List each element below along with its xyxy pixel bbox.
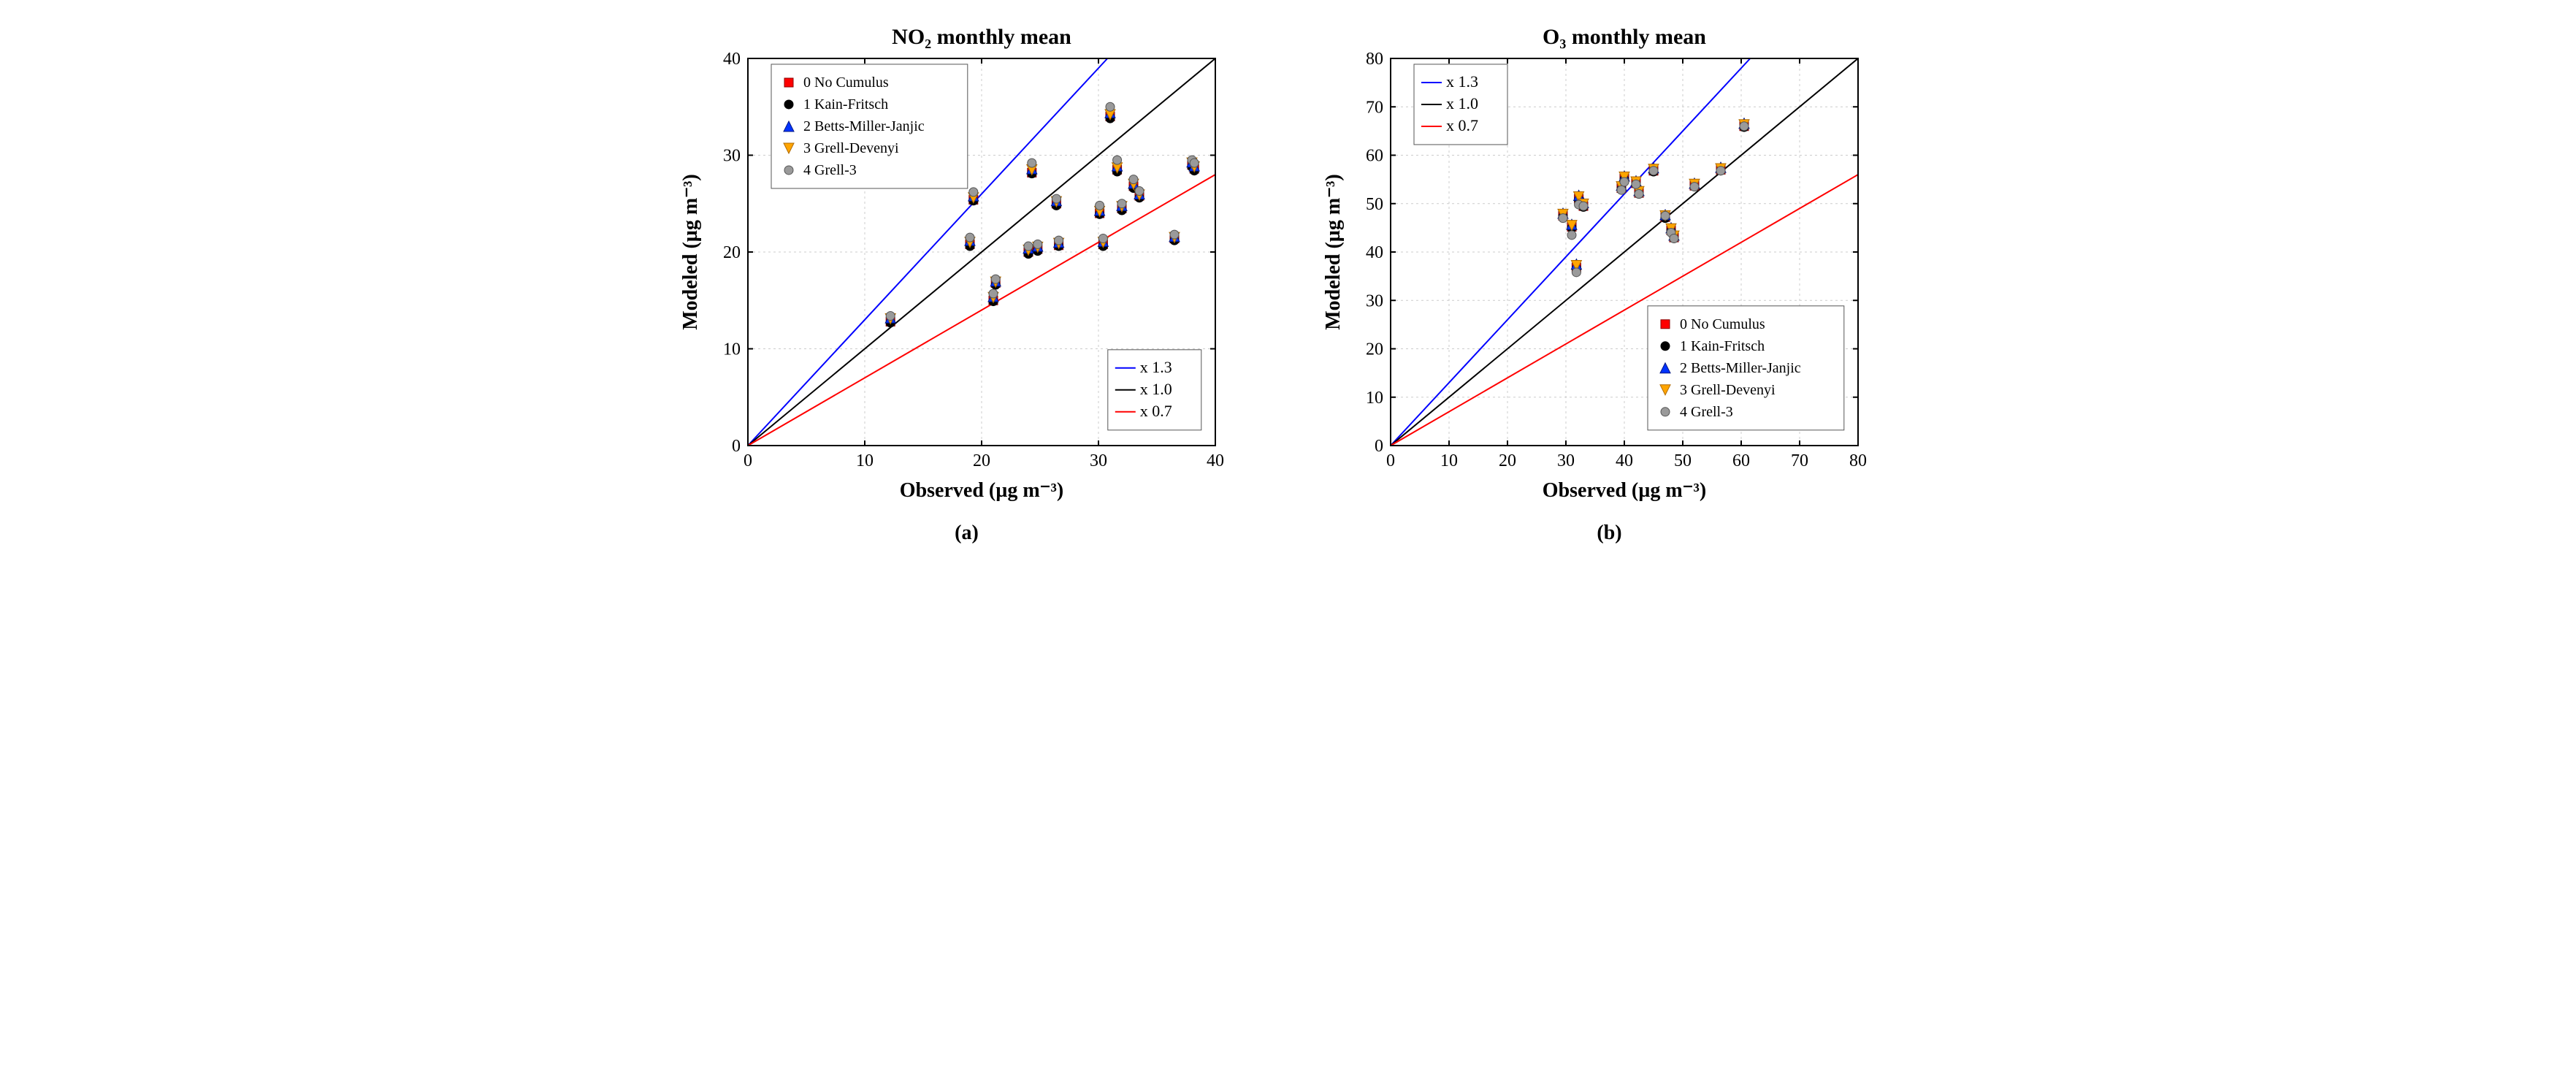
legend-marker [1661,342,1670,351]
x-tick-label: 0 [1386,451,1395,470]
data-point [968,188,977,196]
legend-label: 2 Betts-Miller-Janjic [803,118,925,134]
data-point [1098,234,1107,243]
data-point [1129,175,1138,184]
legend-marker [784,78,793,87]
data-point [1579,202,1588,210]
data-point [1690,183,1699,191]
panel-b: 0 10 20 30 40 50 60 70 80 0 10 20 30 40 50 60 70 80 O₃ mon… [1310,15,1909,545]
legend-label: 4 Grell-3 [1680,404,1733,420]
data-point [1054,236,1063,245]
legend-marker [784,166,793,175]
legend-label: x 1.0 [1446,94,1478,112]
sublabel-a: (a) [955,522,979,545]
data-point [1117,199,1126,208]
x-tick-label: 70 [1791,451,1808,470]
x-axis-label: Observed (µg m⁻³) [1542,479,1705,502]
data-point [1190,159,1199,167]
y-tick-label: 0 [732,437,741,456]
x-tick-label: 30 [1557,451,1575,470]
data-point [1024,242,1033,251]
y-axis-label: Modeled (µg m⁻³) [679,174,702,330]
y-tick-label: 20 [1366,340,1383,359]
data-point [1740,122,1748,131]
data-point [886,311,895,320]
legend-label: 3 Grell-Devenyi [1680,382,1776,398]
data-point [1716,167,1725,175]
y-tick-label: 50 [1366,195,1383,214]
x-tick-label: 80 [1849,451,1867,470]
legend-marker [1661,320,1670,329]
x-tick-label: 30 [1090,451,1107,470]
legend-label: 1 Kain-Fritsch [803,96,888,112]
y-tick-label: 40 [1366,243,1383,262]
y-tick-label: 0 [1375,437,1383,456]
x-tick-label: 50 [1674,451,1692,470]
data-point [1632,180,1640,188]
data-point [1567,231,1576,240]
x-tick-label: 40 [1207,451,1224,470]
x-tick-label: 0 [744,451,752,470]
data-point [1170,230,1179,239]
data-point [1635,190,1643,199]
legend-label: x 1.3 [1446,72,1478,91]
legend-label: x 0.7 [1446,116,1478,134]
y-tick-label: 70 [1366,98,1383,117]
data-point [1649,167,1658,175]
data-point [1095,201,1104,210]
data-point [1106,102,1115,111]
legend-label: 3 Grell-Devenyi [803,140,899,156]
y-tick-label: 30 [723,147,741,166]
sublabel-b: (b) [1597,522,1621,545]
legend-label: x 0.7 [1139,402,1172,420]
chart-title: O₃ monthly mean [1542,25,1705,49]
legend-label: 0 No Cumulus [1680,316,1765,332]
figure-row: 0 10 20 30 40 0 10 20 30 40 NO₂ monthly mean Observ… [15,15,2561,545]
legend-label: 1 Kain-Fritsch [1680,338,1765,354]
legend-label: x 1.3 [1139,358,1172,376]
x-tick-label: 20 [973,451,990,470]
data-point [1670,234,1678,243]
y-tick-label: 10 [723,340,741,359]
data-point [991,275,1000,283]
data-point [966,233,974,242]
chart-no2: 0 10 20 30 40 0 10 20 30 40 NO₂ monthly mean Observ… [668,15,1266,511]
x-axis-label: Observed (µg m⁻³) [899,479,1063,502]
y-axis-label: Modeled (µg m⁻³) [1322,174,1345,330]
y-tick-label: 30 [1366,291,1383,310]
data-point [1572,268,1581,277]
data-point [1559,214,1567,223]
data-point [989,289,998,298]
legend-marker [784,100,793,109]
legend-label: x 1.0 [1139,380,1172,398]
data-point [1661,211,1670,220]
y-tick-label: 80 [1366,50,1383,69]
legend-label: 0 No Cumulus [803,75,889,91]
x-tick-label: 20 [1499,451,1516,470]
x-tick-label: 60 [1732,451,1750,470]
data-point [1027,159,1036,167]
y-tick-label: 20 [723,243,741,262]
y-tick-label: 60 [1366,147,1383,166]
data-point [1033,240,1042,248]
legend-label: 4 Grell-3 [803,162,857,178]
chart-title: NO₂ monthly mean [892,25,1071,49]
data-point [1112,156,1121,164]
data-point [1052,194,1060,203]
y-tick-label: 40 [723,50,741,69]
data-point [1135,187,1144,196]
x-tick-label: 10 [1440,451,1458,470]
x-tick-label: 40 [1616,451,1633,470]
y-tick-label: 10 [1366,389,1383,408]
chart-o3: 0 10 20 30 40 50 60 70 80 0 10 20 30 40 50 60 70 80 O₃ mon… [1310,15,1909,511]
legend-label: 2 Betts-Miller-Janjic [1680,360,1801,376]
data-point [1617,186,1626,194]
legend-marker [1661,408,1670,416]
x-tick-label: 10 [856,451,874,470]
data-point [1620,178,1629,186]
panel-a: 0 10 20 30 40 0 10 20 30 40 NO₂ monthly mean Observ… [668,15,1266,545]
